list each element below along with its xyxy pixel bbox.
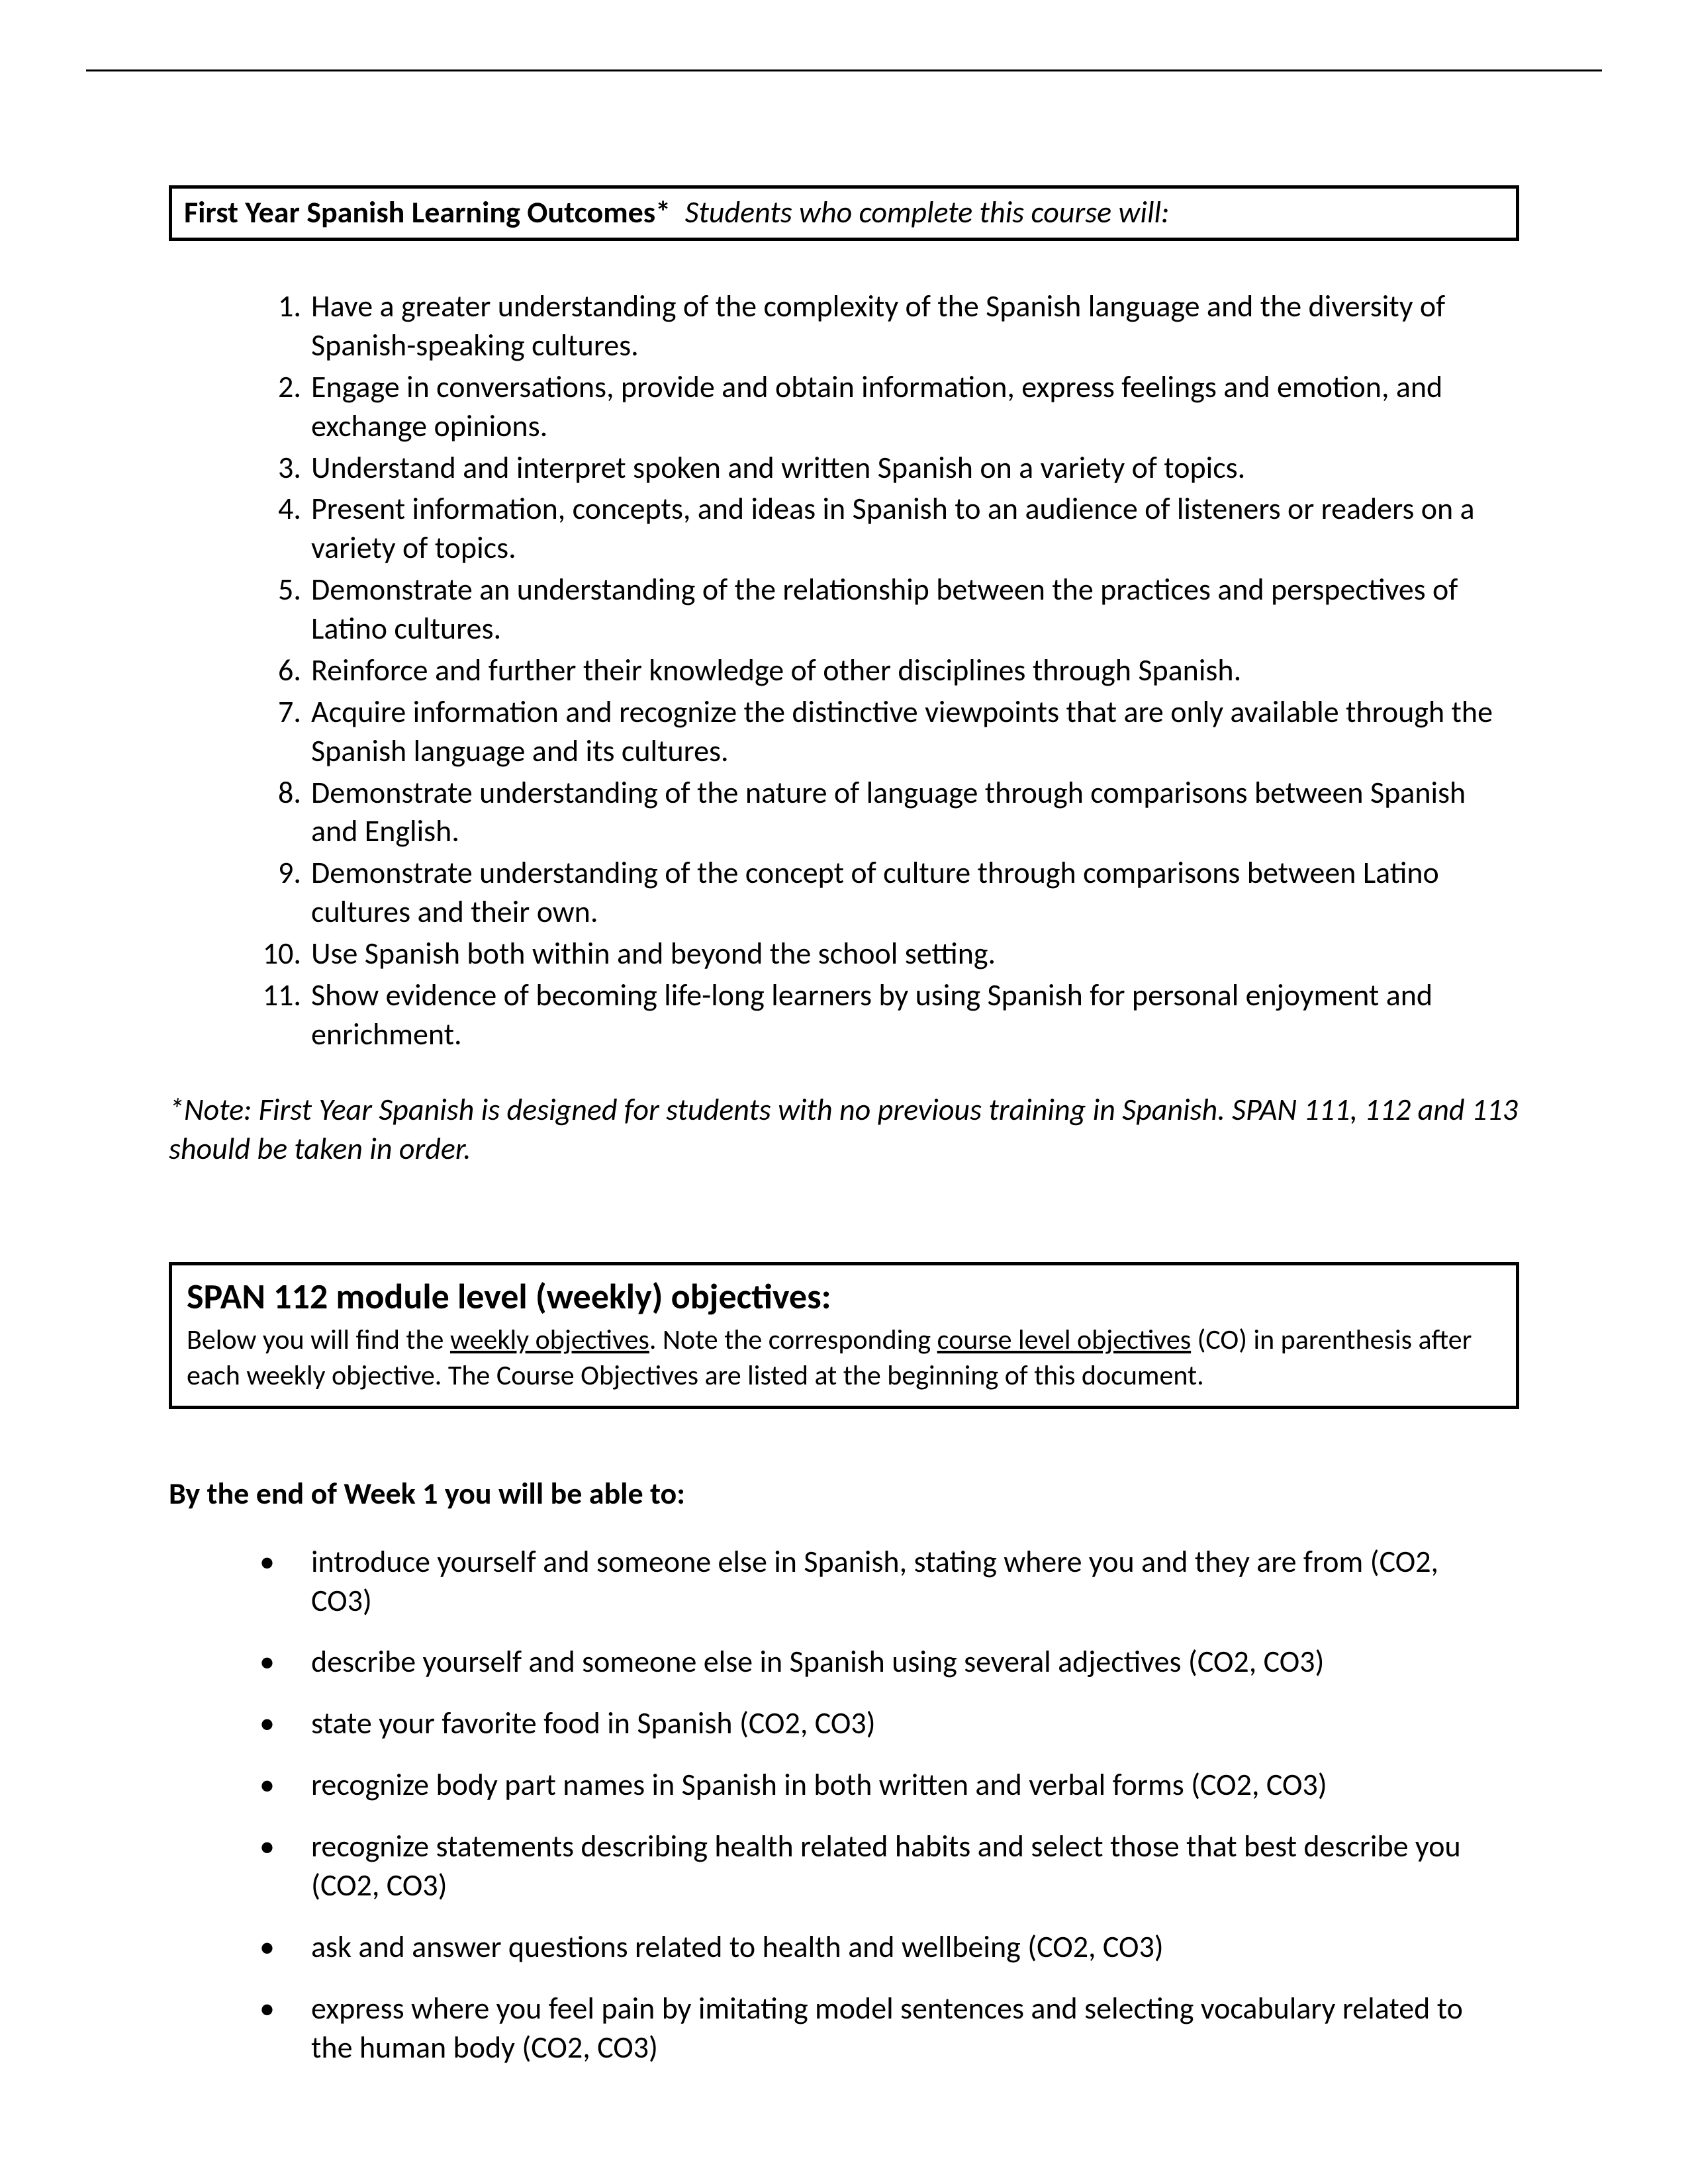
week-bullet-item: state your favorite food in Spanish (CO2… xyxy=(245,1704,1493,1743)
outcomes-header-box: First Year Spanish Learning Outcomes* St… xyxy=(169,185,1519,241)
outcome-item: Acquire information and recognize the di… xyxy=(245,693,1493,771)
outcome-item: Reinforce and further their knowledge of… xyxy=(245,651,1493,690)
outcome-item: Demonstrate understanding of the concept… xyxy=(245,854,1493,932)
outcomes-list: Have a greater understanding of the comp… xyxy=(245,287,1493,1054)
module-sub-underline-2: course level objectives xyxy=(937,1323,1192,1357)
outcome-item: Have a greater understanding of the comp… xyxy=(245,287,1493,365)
page-content: First Year Spanish Learning Outcomes* St… xyxy=(169,185,1519,2089)
week-bullet-item: describe yourself and someone else in Sp… xyxy=(245,1643,1493,1682)
module-sub-mid: . Note the corresponding xyxy=(649,1323,937,1357)
outcomes-title-bold: First Year Spanish Learning Outcomes* xyxy=(184,194,671,231)
outcome-item: Show evidence of becoming life-long lear… xyxy=(245,976,1493,1054)
module-sub-underline-1: weekly objectives xyxy=(450,1323,649,1357)
week-bullet-item: introduce yourself and someone else in S… xyxy=(245,1543,1493,1621)
outcome-item: Understand and interpret spoken and writ… xyxy=(245,449,1493,488)
outcomes-footnote: *Note: First Year Spanish is designed fo… xyxy=(169,1091,1519,1170)
module-title: SPAN 112 module level (weekly) objective… xyxy=(187,1275,1501,1318)
module-subtext: Below you will find the weekly objective… xyxy=(187,1322,1501,1394)
page: First Year Spanish Learning Outcomes* St… xyxy=(0,0,1688,2184)
outcome-item: Use Spanish both within and beyond the s… xyxy=(245,934,1493,974)
week-bullet-item: ask and answer questions related to heal… xyxy=(245,1928,1493,1967)
module-sub-pre: Below you will find the xyxy=(187,1323,450,1357)
outcome-item: Demonstrate an understanding of the rela… xyxy=(245,570,1493,649)
outcome-item: Demonstrate understanding of the nature … xyxy=(245,774,1493,852)
outcome-item: Engage in conversations, provide and obt… xyxy=(245,368,1493,446)
week-bullet-item: recognize statements describing health r… xyxy=(245,1827,1493,1905)
top-rule xyxy=(86,69,1602,71)
week-1-heading: By the end of Week 1 you will be able to… xyxy=(169,1475,1519,1512)
week-bullet-item: recognize body part names in Spanish in … xyxy=(245,1766,1493,1805)
outcome-item: Present information, concepts, and ideas… xyxy=(245,490,1493,568)
week-bullet-item: express where you feel pain by imitating… xyxy=(245,1989,1493,2068)
week-1-bullets: introduce yourself and someone else in S… xyxy=(245,1543,1493,2068)
outcomes-title-italic: Students who complete this course will: xyxy=(685,194,1170,231)
module-objectives-box: SPAN 112 module level (weekly) objective… xyxy=(169,1262,1519,1409)
